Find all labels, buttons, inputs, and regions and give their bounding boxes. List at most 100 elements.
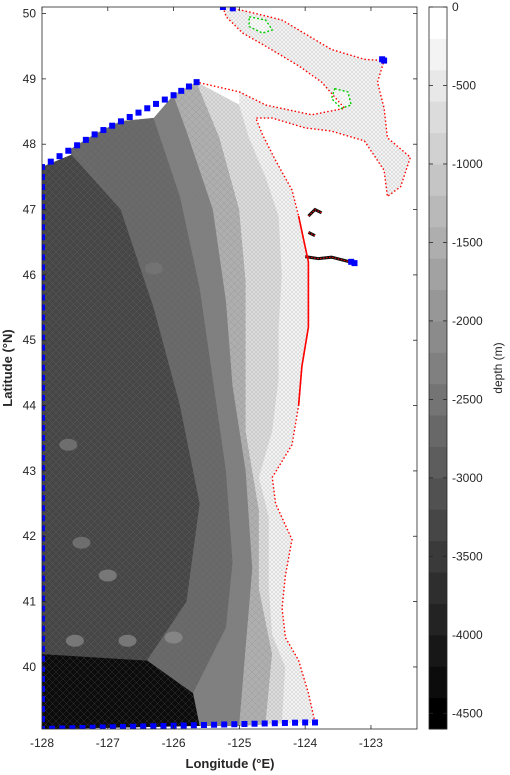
colorbar-tick-label: -3000 <box>452 471 483 485</box>
x-tick-label: -124 <box>293 736 317 750</box>
plot-frame <box>41 6 418 730</box>
ocean-open-boundary-node <box>42 495 45 502</box>
colorbar-level <box>429 163 447 196</box>
colorbar-tick-label: -2500 <box>452 392 483 406</box>
colorbar-level <box>429 352 447 385</box>
ocean-open-boundary-node <box>42 294 45 301</box>
ocean-open-boundary-node <box>42 585 45 592</box>
y-tick-label: 42 <box>23 529 37 543</box>
ocean-open-boundary-node <box>193 79 200 86</box>
ocean-open-boundary-node <box>89 724 96 729</box>
ocean-open-boundary-node <box>82 136 89 143</box>
ocean-open-boundary-node <box>42 655 45 662</box>
y-tick-label: 46 <box>23 268 37 282</box>
colorbar-tick-label: -4500 <box>452 706 483 720</box>
island-boundary <box>248 15 274 34</box>
ocean-open-boundary-node <box>190 722 197 729</box>
ocean-open-boundary-node <box>42 615 45 622</box>
x-tick-label: -123 <box>359 736 383 750</box>
mesh-region <box>42 653 200 729</box>
ocean-open-boundary-node <box>59 725 66 729</box>
y-axis: 40 41 42 43 44 45 46 47 48 49 50 <box>23 7 417 674</box>
ocean-open-boundary-node <box>42 354 45 361</box>
ocean-open-boundary-node <box>91 131 98 138</box>
colorbar-level <box>429 195 447 228</box>
ocean-open-boundary-node <box>42 274 45 281</box>
ocean-open-boundary-node <box>42 234 45 241</box>
ocean-open-boundary-node <box>49 725 56 729</box>
river-boundary <box>308 208 322 217</box>
x-axis-label: Longitude (°E) <box>186 756 275 771</box>
ocean-open-boundary-node <box>153 100 160 107</box>
colorbar-level <box>429 603 447 636</box>
ocean-open-boundary-node <box>150 723 157 729</box>
y-tick-label: 48 <box>23 137 37 151</box>
ocean-open-boundary-node <box>42 695 45 702</box>
coast-solid-segment <box>297 215 310 406</box>
ocean-open-boundary-node <box>42 244 45 251</box>
colorbar-tick-label: -1000 <box>452 157 483 171</box>
colorbar-level <box>429 7 447 39</box>
ocean-open-boundary-node <box>302 719 309 726</box>
colorbar-frame <box>428 6 448 730</box>
ocean-open-boundary-node <box>185 83 192 90</box>
x-tick-label: -125 <box>227 736 251 750</box>
ocean-open-boundary-node <box>271 720 278 727</box>
river-open-boundary-node <box>348 258 355 265</box>
ocean-open-boundary-node <box>211 721 218 728</box>
ocean-open-boundary-node <box>42 445 45 452</box>
mesh-overlay <box>42 7 411 729</box>
ocean-open-boundary-node <box>69 725 76 729</box>
island-boundary <box>330 87 353 110</box>
ocean-open-boundary-node <box>65 147 72 154</box>
y-tick-label: 40 <box>23 660 37 674</box>
colorbar-level <box>429 697 447 730</box>
colorbar-level <box>429 477 447 510</box>
ocean-open-boundary-node <box>231 721 238 728</box>
ocean-open-boundary-node <box>42 505 45 512</box>
ocean-open-boundary-node <box>42 685 45 692</box>
ocean-open-boundary-node <box>42 545 45 552</box>
colorbar-level <box>429 634 447 667</box>
x-axis: -128 -127 -126 -125 -124 -123 <box>30 7 383 750</box>
ocean-open-boundary-node <box>144 105 151 112</box>
ocean-open-boundary-node <box>42 424 45 431</box>
ocean-open-boundary-node <box>42 394 45 401</box>
ocean-open-boundary-node <box>180 722 187 729</box>
colorbar-level <box>429 226 447 259</box>
river-boundary <box>308 231 316 237</box>
ocean-open-boundary-node <box>42 595 45 602</box>
ocean-open-boundary-node <box>99 724 106 729</box>
ocean-open-boundary-node <box>42 555 45 562</box>
y-tick-label: 49 <box>23 72 37 86</box>
ocean-open-boundary-node <box>42 625 45 632</box>
ocean-open-boundary-node <box>292 719 299 726</box>
ocean-open-boundary-node <box>42 455 45 462</box>
colorbar-tick-label: -500 <box>452 78 476 92</box>
ocean-open-boundary-node <box>100 127 107 134</box>
ocean-open-boundary-node <box>42 635 45 642</box>
colorbar-level <box>429 540 447 573</box>
ocean-open-boundary-node <box>160 722 167 729</box>
ocean-open-boundary-node <box>42 164 45 171</box>
colorbar-level <box>429 446 447 479</box>
ocean-open-boundary-node <box>42 726 45 729</box>
x-tick-label: -126 <box>162 736 186 750</box>
colorbar: 0 -500 -1000 -1500 -2000 -2500 -3000 -3500 -4000… <box>428 0 483 730</box>
ocean-open-boundary-node <box>221 721 228 728</box>
colorbar-tick-label: -4000 <box>452 628 483 642</box>
x-tick-label: -128 <box>30 736 54 750</box>
ocean-open-boundary-node <box>42 645 45 652</box>
mesh-region <box>173 82 273 726</box>
mesh-region <box>222 7 411 197</box>
river-open-boundary-node <box>351 260 358 267</box>
colorbar-level <box>429 101 447 134</box>
ocean-open-boundary-node <box>119 723 126 729</box>
ocean-open-boundary-node <box>42 715 45 722</box>
mesh-region <box>68 118 233 694</box>
ocean-open-boundary-node <box>42 435 45 442</box>
ocean-open-boundary-node <box>178 87 185 94</box>
ocean-open-boundary-node <box>140 723 147 729</box>
ocean-open-boundary-node <box>170 92 177 99</box>
